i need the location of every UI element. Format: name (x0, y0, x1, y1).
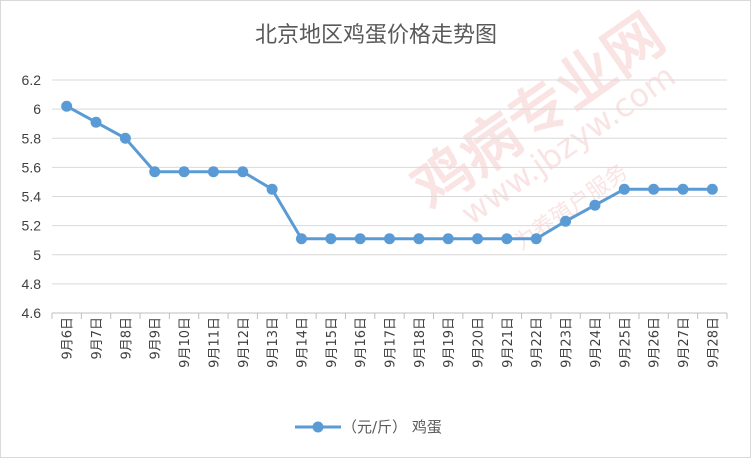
data-point (560, 215, 572, 227)
legend-swatch-marker (312, 421, 324, 433)
x-tick-label: 9月13日 (266, 317, 281, 368)
series-line (61, 100, 718, 245)
data-point (61, 100, 73, 112)
data-point (149, 166, 161, 178)
data-point (501, 233, 513, 245)
data-point (589, 199, 601, 211)
y-tick-label: 4.8 (22, 276, 42, 292)
data-point (90, 116, 102, 128)
data-point (266, 183, 278, 195)
data-point (119, 132, 131, 144)
x-tick-label: 9月14日 (295, 317, 310, 368)
data-point (295, 233, 307, 245)
x-tick-label: 9月24日 (589, 317, 604, 368)
y-tick-label: 6.2 (22, 72, 42, 88)
data-point (706, 183, 718, 195)
y-tick-label: 5.6 (22, 159, 42, 175)
data-point (618, 183, 630, 195)
y-tick-label: 6 (33, 101, 41, 117)
y-tick-label: 5 (33, 247, 41, 263)
x-tick-label: 9月17日 (384, 317, 399, 368)
data-point (207, 166, 219, 178)
x-tick-label: 9月12日 (237, 317, 252, 368)
data-point (354, 233, 366, 245)
x-tick-label: 9月16日 (354, 317, 369, 368)
x-tick-label: 9月9日 (149, 317, 164, 360)
x-tick-label: 9月27日 (677, 317, 692, 368)
x-tick-label: 9月23日 (560, 317, 575, 368)
data-point (530, 233, 542, 245)
data-point (384, 233, 395, 245)
data-point (325, 233, 337, 245)
x-tick-label: 9月7日 (90, 317, 105, 360)
legend: （元/斤） 鸡蛋 (295, 418, 442, 436)
data-point (237, 166, 249, 178)
x-tick-label: 9月26日 (648, 317, 663, 368)
x-tick-label: 9月25日 (618, 317, 633, 368)
data-point (648, 183, 660, 195)
y-tick-label: 5.2 (22, 218, 42, 234)
y-tick-label: 5.4 (22, 189, 42, 205)
y-axis-ticks: 4.6 4.8 5 5.2 5.4 5.6 5.8 6 6.2 (22, 72, 42, 321)
x-tick-label: 9月19日 (442, 317, 457, 368)
data-point (413, 233, 425, 245)
chart-title: 北京地区鸡蛋价格走势图 (255, 23, 497, 48)
y-tick-label: 5.8 (22, 130, 42, 146)
x-tick-label: 9月18日 (413, 317, 428, 368)
x-tick-label: 9月8日 (119, 317, 134, 360)
x-tick-label: 9月20日 (472, 317, 487, 368)
x-tick-label: 9月6日 (61, 317, 76, 360)
data-point (442, 233, 454, 245)
y-tick-label: 4.6 (22, 305, 42, 321)
data-point (472, 233, 484, 245)
x-tick-label: 9月21日 (501, 317, 516, 368)
x-tick-label: 9月11日 (207, 317, 222, 368)
data-point (178, 166, 190, 178)
x-tick-label: 9月28日 (706, 317, 721, 368)
legend-label: （元/斤） 鸡蛋 (342, 418, 442, 436)
data-point (677, 183, 689, 195)
x-tick-label: 9月15日 (325, 317, 340, 368)
x-axis: 9月6日 9月7日 9月8日 9月9日 9月10日 9月11日 9月12日 9月13日 9月14… (51, 312, 728, 368)
x-tick-label: 9月22日 (530, 317, 545, 368)
x-tick-label: 9月10日 (178, 317, 193, 368)
